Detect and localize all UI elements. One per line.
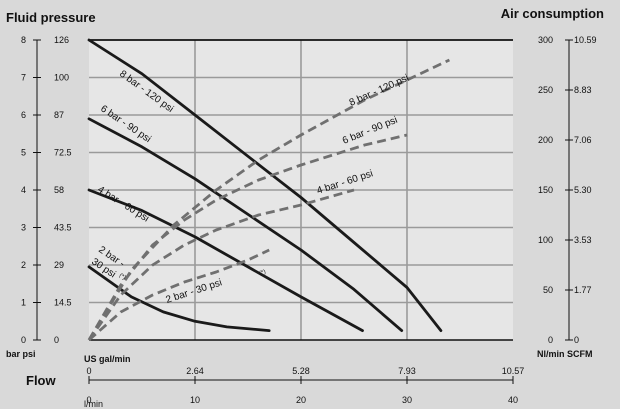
y-tick-psi-0: 0 bbox=[54, 335, 59, 345]
y-tick-air-scfm-0: 0 bbox=[574, 335, 579, 345]
y-tick-psi-1: 14.5 bbox=[54, 298, 72, 308]
x-tick-gal-4: 10.57 bbox=[502, 366, 525, 376]
y-tick-air-nl-250: 250 bbox=[538, 85, 553, 95]
y-tick-psi-7: 100 bbox=[54, 73, 69, 83]
y-tick-air-nl-50: 50 bbox=[543, 285, 553, 295]
y-tick-bar-0: 0 bbox=[21, 335, 26, 345]
label-p2-asterisk: (*) bbox=[118, 273, 127, 282]
y-tick-bar-5: 5 bbox=[21, 148, 26, 158]
y-tick-air-nl-150: 150 bbox=[538, 185, 553, 195]
y-tick-air-nl-100: 100 bbox=[538, 235, 553, 245]
y-tick-bar-1: 1 bbox=[21, 298, 26, 308]
y-tick-psi-8: 126 bbox=[54, 35, 69, 45]
y-tick-psi-2: 29 bbox=[54, 260, 64, 270]
pressure-curve-0 bbox=[87, 38, 443, 332]
x-tick-gal-2: 5.28 bbox=[292, 366, 310, 376]
y-tick-air-scfm-300: 10.59 bbox=[574, 35, 597, 45]
y-tick-bar-4: 4 bbox=[21, 185, 26, 195]
pressure-curve-1 bbox=[87, 117, 404, 332]
y-tick-air-scfm-250: 8.83 bbox=[574, 85, 592, 95]
air-curve-2 bbox=[87, 188, 355, 341]
y-tick-air-scfm-200: 7.06 bbox=[574, 135, 592, 145]
y-tick-psi-5: 72.5 bbox=[54, 148, 72, 158]
x-tick-lpm-20: 20 bbox=[296, 395, 306, 405]
x-unit-bottom: l/min bbox=[84, 399, 103, 409]
title-air-consumption: Air consumption bbox=[501, 6, 604, 21]
y-unit-right: Nl/min SCFM bbox=[537, 349, 593, 359]
y-tick-air-scfm-100: 3.53 bbox=[574, 235, 592, 245]
axes bbox=[33, 39, 573, 384]
y-tick-bar-6: 6 bbox=[21, 110, 26, 120]
y-tick-air-nl-300: 300 bbox=[538, 35, 553, 45]
x-tick-gal-3: 7.93 bbox=[398, 366, 416, 376]
x-tick-gal-1: 2.64 bbox=[186, 366, 204, 376]
x-tick-gal-0: 0 bbox=[86, 366, 91, 376]
grid bbox=[89, 40, 513, 340]
y-tick-bar-3: 3 bbox=[21, 223, 26, 233]
pressure-curve-3 bbox=[87, 265, 271, 332]
y-tick-psi-6: 87 bbox=[54, 110, 64, 120]
x-label-flow: Flow bbox=[26, 373, 56, 388]
x-tick-lpm-30: 30 bbox=[402, 395, 412, 405]
y-tick-bar-8: 8 bbox=[21, 35, 26, 45]
y-tick-psi-4: 58 bbox=[54, 185, 64, 195]
pressure-curve-2 bbox=[87, 188, 364, 332]
y-tick-bar-7: 7 bbox=[21, 73, 26, 83]
series bbox=[87, 38, 450, 342]
x-tick-lpm-10: 10 bbox=[190, 395, 200, 405]
x-tick-lpm-40: 40 bbox=[508, 395, 518, 405]
y-unit-left: bar psi bbox=[6, 349, 36, 359]
y-tick-psi-3: 43.5 bbox=[54, 223, 72, 233]
x-unit-top: US gal/min bbox=[84, 354, 131, 364]
air-curve-1 bbox=[87, 133, 408, 341]
label-a2-asterisk: (*) bbox=[259, 269, 267, 277]
air-curve-3 bbox=[88, 248, 270, 342]
title-fluid-pressure: Fluid pressure bbox=[6, 10, 96, 25]
y-tick-air-scfm-150: 5.30 bbox=[574, 185, 592, 195]
x-tick-lpm-0: 0 bbox=[86, 395, 91, 405]
y-tick-bar-2: 2 bbox=[21, 260, 26, 270]
y-tick-air-nl-200: 200 bbox=[538, 135, 553, 145]
y-tick-air-scfm-50: 1.77 bbox=[574, 285, 592, 295]
y-tick-air-nl-0: 0 bbox=[548, 335, 553, 345]
